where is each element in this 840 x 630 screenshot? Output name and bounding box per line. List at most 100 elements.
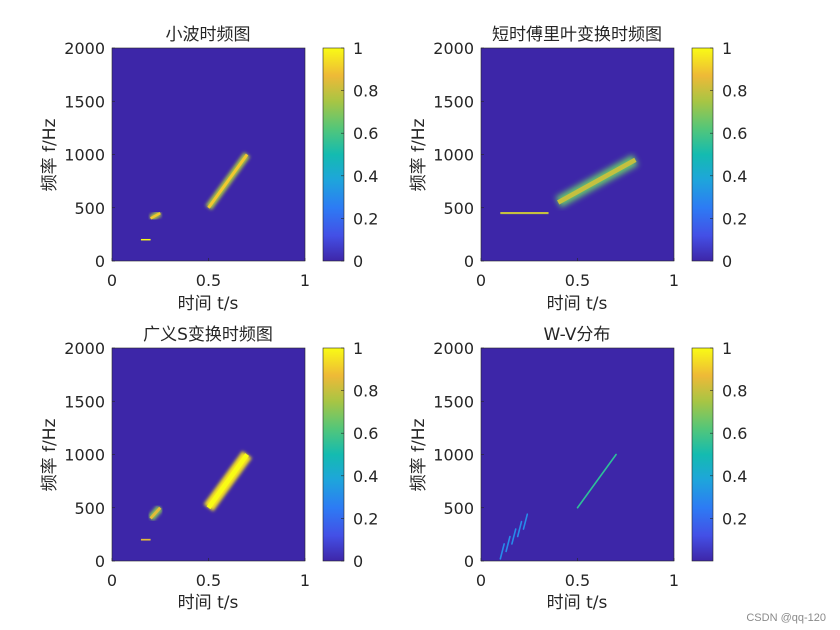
x-axis-label: 时间 t/s xyxy=(178,294,239,314)
y-tick-label: 0 xyxy=(464,552,474,571)
colorbar-tick-label: 0.8 xyxy=(353,82,378,101)
colorbar-tick-label: 0.4 xyxy=(722,467,747,486)
colorbar-tick-label: 0.2 xyxy=(353,509,378,528)
y-axis-label: 频率 f/Hz xyxy=(40,419,60,492)
features-layer xyxy=(112,152,251,254)
plot-area xyxy=(112,348,305,561)
plot-area xyxy=(112,48,305,261)
colorbar-tick-label: 0.2 xyxy=(722,209,747,228)
features-layer xyxy=(121,451,252,554)
colorbar-tick-label: 0 xyxy=(353,552,363,571)
y-ticks: 0 500 1000 1500 2000 xyxy=(64,339,115,571)
y-tick-label: 0 xyxy=(95,552,105,571)
y-tick-label: 2000 xyxy=(433,339,474,358)
colorbar-tick-label: 0.2 xyxy=(722,509,747,528)
colorbar-ticks: 0 0.2 0.4 0.6 0.8 1 xyxy=(341,339,378,571)
features-layer xyxy=(499,453,617,560)
colorbar-tick-label: 0.8 xyxy=(353,382,378,401)
colorbar-tick-label: 0.8 xyxy=(722,382,747,401)
colorbar-tick-label: 1 xyxy=(353,339,363,358)
panel-cwt: 0 500 1000 1500 2000 0 0.5 1 小波时频图 时间 t/s 频率 f… xyxy=(40,25,378,314)
colorbar-tick-label: 0.6 xyxy=(722,124,747,143)
feature-core-chirp xyxy=(207,153,249,209)
colorbar-ticks: 0 0.2 0.4 0.6 0.8 1 xyxy=(710,39,747,271)
x-axis-label: 时间 t/s xyxy=(547,593,608,613)
colorbar-gradient xyxy=(322,47,345,262)
colorbar-gradient xyxy=(322,347,345,562)
y-axis-label: 频率 f/Hz xyxy=(40,119,60,192)
x-tick-label: 0.5 xyxy=(565,571,590,590)
colorbar-tick-label: 0.6 xyxy=(353,124,378,143)
x-tick-label: 1 xyxy=(300,271,310,290)
y-tick-label: 1000 xyxy=(433,446,474,465)
colorbar-tick-label: 0 xyxy=(353,252,363,271)
colorbar-gradient xyxy=(691,347,714,562)
y-tick-label: 2000 xyxy=(64,339,105,358)
y-tick-label: 1500 xyxy=(433,92,474,111)
feature-core-chirp xyxy=(206,453,249,510)
x-ticks: 0 0.5 1 xyxy=(107,558,310,590)
colorbar-tick-label: 0.6 xyxy=(353,424,378,443)
x-axis-label: 时间 t/s xyxy=(178,593,239,613)
colorbar-ticks: 0.2 0.4 0.6 0.8 1 xyxy=(710,339,747,528)
colorbar: 0.2 0.4 0.6 0.8 1 xyxy=(691,339,747,562)
y-tick-label: 1000 xyxy=(64,146,105,165)
y-ticks: 0 500 1000 1500 2000 xyxy=(64,39,115,271)
x-tick-label: 0 xyxy=(107,571,117,590)
x-tick-label: 1 xyxy=(669,571,679,590)
x-ticks: 0 0.5 1 xyxy=(476,558,679,590)
y-tick-label: 1500 xyxy=(433,392,474,411)
colorbar: 0 0.2 0.4 0.6 0.8 1 xyxy=(322,39,378,271)
feature-cross-terms xyxy=(499,513,529,560)
y-tick-label: 0 xyxy=(464,252,474,271)
colorbar-tick-label: 1 xyxy=(353,39,363,58)
x-ticks: 0 0.5 1 xyxy=(476,258,679,290)
y-tick-label: 1500 xyxy=(64,392,105,411)
y-axis-label: 频率 f/Hz xyxy=(409,119,429,192)
colorbar-tick-label: 0.4 xyxy=(353,467,378,486)
x-tick-label: 0.5 xyxy=(565,271,590,290)
chart-title: 小波时频图 xyxy=(166,25,251,45)
colorbar-tick-label: 0.4 xyxy=(722,167,747,186)
x-tick-label: 0 xyxy=(476,571,486,590)
watermark: CSDN @qq-120 xyxy=(746,612,826,624)
feature-chirp xyxy=(576,453,617,509)
colorbar-tick-label: 0.8 xyxy=(722,82,747,101)
x-tick-label: 0.5 xyxy=(196,271,221,290)
x-axis-label: 时间 t/s xyxy=(547,294,608,314)
colorbar: 0 0.2 0.4 0.6 0.8 1 xyxy=(691,39,747,271)
colorbar-tick-label: 0.2 xyxy=(353,209,378,228)
colorbar-tick-label: 0 xyxy=(722,252,732,271)
feature-core-tone-450Hz xyxy=(149,506,162,520)
x-tick-label: 0 xyxy=(476,271,486,290)
y-tick-label: 1000 xyxy=(433,146,474,165)
colorbar-ticks: 0 0.2 0.4 0.6 0.8 1 xyxy=(341,39,378,271)
colorbar-tick-label: 1 xyxy=(722,339,732,358)
y-tick-label: 1000 xyxy=(64,446,105,465)
colorbar: 0 0.2 0.4 0.6 0.8 1 xyxy=(322,339,378,571)
y-ticks: 0 500 1000 1500 2000 xyxy=(433,339,484,571)
y-tick-label: 1500 xyxy=(64,92,105,111)
y-tick-label: 500 xyxy=(74,199,105,218)
chart-title: 短时傅里叶变换时频图 xyxy=(492,25,662,45)
y-tick-label: 2000 xyxy=(64,39,105,58)
colorbar-tick-label: 0.4 xyxy=(353,167,378,186)
x-tick-label: 0.5 xyxy=(196,571,221,590)
feature-core-chirp xyxy=(557,157,637,205)
y-tick-label: 0 xyxy=(95,252,105,271)
y-tick-label: 2000 xyxy=(433,39,474,58)
y-tick-label: 500 xyxy=(74,499,105,518)
chart-title: W-V分布 xyxy=(544,325,611,345)
x-tick-label: 1 xyxy=(300,571,310,590)
chart-title: 广义S变换时频图 xyxy=(143,325,273,345)
y-ticks: 0 500 1000 1500 2000 xyxy=(433,39,484,271)
y-axis-label: 频率 f/Hz xyxy=(409,419,429,492)
feature-core-tone-400Hz xyxy=(149,211,161,220)
x-tick-label: 0 xyxy=(107,271,117,290)
colorbar-tick-label: 1 xyxy=(722,39,732,58)
y-tick-label: 500 xyxy=(443,499,474,518)
plot-area xyxy=(481,48,674,261)
